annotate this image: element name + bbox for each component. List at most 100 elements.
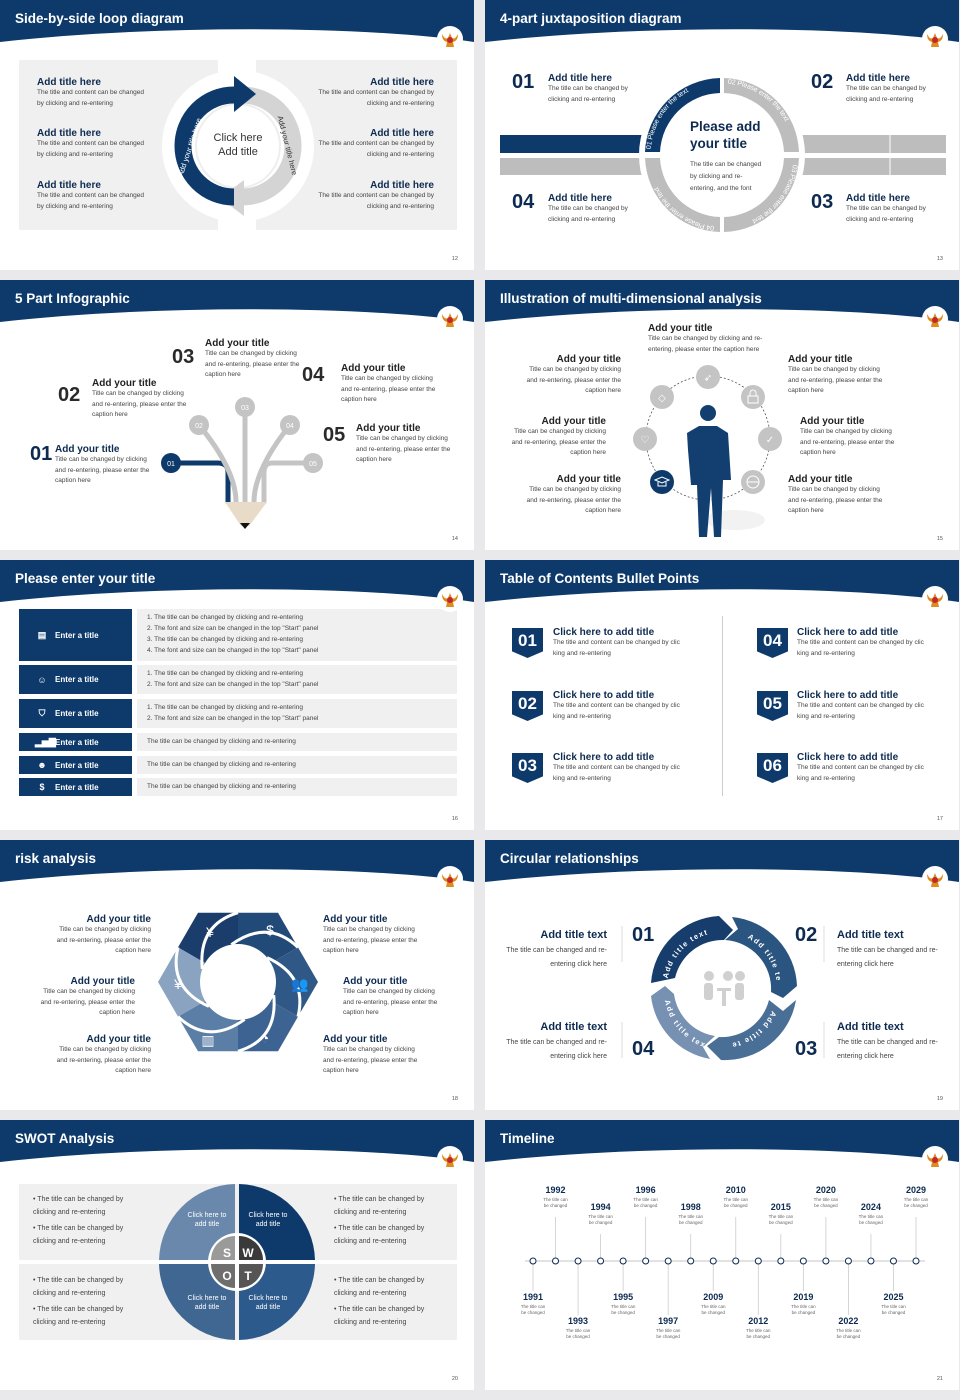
multi-item[interactable]: Add your title Title can be changed by cl… — [788, 354, 888, 397]
multi-item[interactable]: Add your title Title can be changed by cl… — [800, 416, 900, 459]
slide-risk-analysis[interactable]: risk analysis ¥ $ 👥 ◔ ▥ ¥ Add your title Title… — [0, 840, 474, 1110]
row-label[interactable]: ☺ Enter a title — [19, 665, 132, 694]
swot-bullets[interactable]: • The title can be changed by clicking a… — [334, 1196, 425, 1245]
risk-item[interactable]: Add your title Title can be changed by cl… — [343, 976, 443, 1019]
slide-five-part[interactable]: 5 Part Infographic 01 02 03 04 05 01 Add… — [0, 280, 474, 550]
swot-bullets[interactable]: • The title can be changed by clicking a… — [33, 1196, 124, 1245]
event-caption: The title can be changed — [881, 1304, 906, 1315]
slide-toc[interactable]: Table of Contents Bullet Points 01 Click… — [485, 560, 959, 830]
emblem-logo — [922, 586, 948, 617]
row-label[interactable]: ☻ Enter a title — [19, 756, 132, 774]
center-title[interactable]: Please add your title — [690, 119, 761, 151]
navy-arc — [174, 86, 235, 206]
page-number: 14 — [451, 536, 458, 542]
center-body: The title can be changed by clicking and… — [690, 161, 762, 192]
loop-item[interactable]: Add title here The title and content can … — [37, 128, 152, 160]
row-content[interactable]: The title can be changed by clicking and… — [137, 756, 457, 774]
event-year: 2024 — [861, 1202, 881, 1212]
risk-item[interactable]: Add your title Title can be changed by cl… — [50, 1034, 151, 1077]
page-number: 19 — [936, 1096, 943, 1102]
page-number: 13 — [936, 256, 943, 262]
header-band — [0, 0, 474, 42]
timeline-event: 2010 The title can be changed — [724, 1185, 749, 1265]
quadrant-label[interactable]: Click here to add title — [187, 1212, 227, 1228]
loop-graphic: Add your title here Add your title here — [162, 70, 314, 222]
swot-bullets[interactable]: • The title can be changed by clicking a… — [33, 1277, 124, 1326]
item-title: Add title here — [548, 73, 612, 84]
event-caption: The title can be changed — [521, 1304, 546, 1315]
risk-item[interactable]: Add your title Title can be changed by cl… — [323, 914, 423, 957]
segment-4 — [651, 986, 715, 1059]
row-content[interactable]: 1. The title can be changed by clicking … — [137, 609, 457, 661]
five-item[interactable]: Add your title Title can be changed by cl… — [205, 338, 307, 381]
slide-title-list[interactable]: Please enter your title ▤ Enter a title 1… — [0, 560, 474, 830]
juxta-item[interactable]: Add title here The title can be changed b… — [846, 193, 936, 225]
toc-item[interactable]: Click here to add title The title and con… — [553, 752, 693, 784]
multi-item[interactable]: Add your title Title can be changed by cl… — [521, 474, 621, 517]
quadrant-label[interactable]: Click here to add title — [248, 1295, 288, 1311]
five-item[interactable]: Add your title Title can be changed by cl… — [92, 378, 194, 421]
juxta-item[interactable]: Add title here The title can be changed b… — [548, 193, 638, 225]
emblem-logo — [922, 866, 948, 897]
slide-loop-diagram[interactable]: Side-by-side loop diagram Add your title… — [0, 0, 474, 270]
five-item[interactable]: Add your title Title can be changed by cl… — [356, 423, 458, 466]
lock-icon — [741, 385, 765, 409]
event-year: 2015 — [771, 1202, 791, 1212]
multi-item[interactable]: Add your title Title can be changed by cl… — [788, 474, 888, 517]
risk-item[interactable]: Add your title Title can be changed by cl… — [34, 976, 135, 1019]
timeline-event: 1997 The title can be changed — [656, 1257, 681, 1339]
toc-item[interactable]: Click here to add title The title and con… — [797, 627, 937, 659]
loop-item[interactable]: Add title here The title and content can … — [37, 180, 152, 212]
circular-item[interactable]: Add title text The title can be changed a… — [837, 929, 947, 972]
multi-item[interactable]: Add your title Title can be changed by cl… — [521, 354, 621, 397]
loop-item[interactable]: Add title here The title and content can … — [318, 77, 434, 109]
slide-title: SWOT Analysis — [15, 1131, 115, 1146]
juxta-item[interactable]: Add title here The title can be changed b… — [548, 73, 638, 105]
row-content[interactable]: 1. The title can be changed by clicking … — [137, 699, 457, 728]
loop-item[interactable]: Add title here The title and content can … — [318, 128, 434, 160]
slide-multi-dimensional[interactable]: Illustration of multi-dimensional analys… — [485, 280, 959, 550]
swot-graphic: S W O T — [159, 1184, 315, 1340]
row-content[interactable]: 1. The title can be changed by clicking … — [137, 665, 457, 694]
item-body: The title can be changed by clicking and… — [846, 85, 926, 103]
multi-top-item[interactable]: Add your title Title can be changed by cl… — [648, 323, 773, 355]
ring-quadrant-1 — [645, 78, 720, 152]
five-item[interactable]: Add your title Title can be changed by cl… — [341, 363, 443, 406]
center-title[interactable]: Click here Add title — [213, 132, 263, 158]
toc-item[interactable]: Click here to add title The title and con… — [553, 690, 693, 722]
toc-item[interactable]: Click here to add title The title and con… — [797, 690, 937, 722]
loop-item[interactable]: Add title here The title and content can … — [318, 180, 434, 212]
slide-swot[interactable]: SWOT Analysis S W O T Click here to add … — [0, 1120, 474, 1390]
event-year: 1991 — [523, 1292, 543, 1302]
row-label[interactable]: ▤ Enter a title — [19, 609, 132, 661]
slide-timeline[interactable]: Timeline 1991 The title can be changed 1992… — [485, 1120, 959, 1390]
swot-bullets[interactable]: • The title can be changed by clicking a… — [334, 1277, 425, 1326]
toc-item[interactable]: Click here to add title The title and con… — [797, 752, 937, 784]
row-label[interactable]: ▂▅▇ Enter a title — [19, 733, 132, 751]
toc-item[interactable]: Click here to add title The title and con… — [553, 627, 693, 659]
slide-circular[interactable]: Circular relationships Add title text Ad… — [485, 840, 959, 1110]
row-label[interactable]: $ Enter a title — [19, 778, 132, 796]
row-content[interactable]: The title can be changed by clicking and… — [137, 733, 457, 751]
five-item[interactable]: Add your title Title can be changed by cl… — [55, 444, 157, 487]
item-title: Add your title — [556, 354, 621, 365]
juxta-item[interactable]: Add title here The title can be changed b… — [846, 73, 936, 105]
item-body: The title and content can be changed by … — [318, 89, 434, 107]
item-title: Add title text — [837, 929, 904, 941]
loop-item[interactable]: Add title here The title and content can … — [37, 77, 152, 109]
item-title: Add your title — [341, 363, 406, 374]
slide-juxtaposition[interactable]: 4-part juxtaposition diagram 01 Please e… — [485, 0, 959, 270]
item-body: The title and content can be changed by … — [797, 702, 924, 720]
quadrant-label[interactable]: Click here to add title — [248, 1212, 288, 1228]
letter-o: O — [222, 1269, 231, 1283]
circular-item[interactable]: Add title text The title can be changed a… — [837, 1021, 947, 1064]
multi-item[interactable]: Add your title Title can be changed by cl… — [506, 416, 606, 459]
number-badge: 06 — [757, 753, 788, 783]
circular-item[interactable]: Add title text The title can be changed a… — [497, 1021, 607, 1064]
row-content[interactable]: The title can be changed by clicking and… — [137, 778, 457, 796]
circular-item[interactable]: Add title text The title can be changed a… — [497, 929, 607, 972]
row-label[interactable]: ⛉ Enter a title — [19, 699, 132, 728]
quadrant-label[interactable]: Click here to add title — [187, 1295, 227, 1311]
risk-item[interactable]: Add your title Title can be changed by cl… — [50, 914, 151, 957]
risk-item[interactable]: Add your title Title can be changed by cl… — [323, 1034, 423, 1077]
